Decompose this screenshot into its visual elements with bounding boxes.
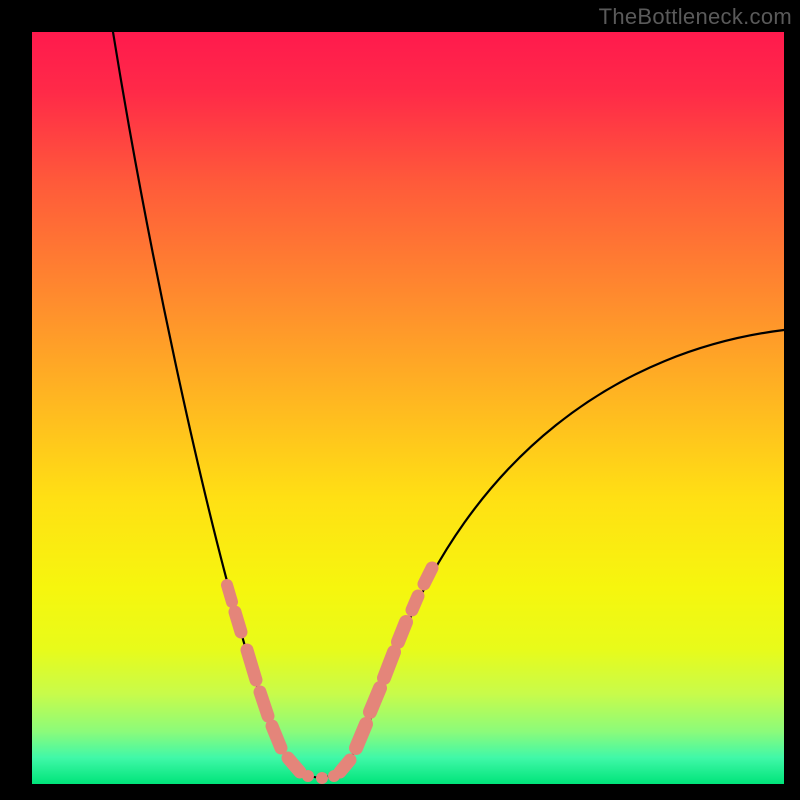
chart-container: TheBottleneck.com [0, 0, 800, 800]
watermark-text: TheBottleneck.com [599, 4, 792, 30]
chart-svg [0, 0, 800, 800]
